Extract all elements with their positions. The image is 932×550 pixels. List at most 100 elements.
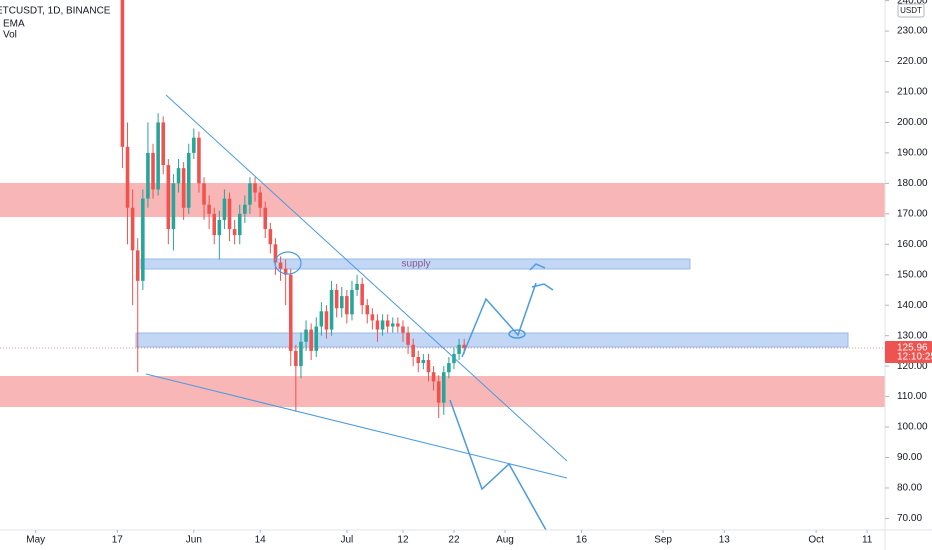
candle-body (421, 360, 426, 364)
circle-mark (508, 329, 526, 339)
trend-line (165, 94, 568, 462)
candle-body (197, 137, 201, 184)
chart-title: ETCUSDT, 1D, BINANCE (0, 6, 111, 17)
candle-body (334, 289, 339, 309)
candle-body (232, 229, 237, 236)
candle-body (294, 350, 298, 367)
candle-body (457, 344, 461, 354)
candle-body (385, 320, 390, 327)
candle-body (350, 289, 354, 315)
x-tick-label: Aug (496, 535, 514, 546)
trend-lines (145, 94, 568, 531)
x-tick-label: 16 (576, 535, 588, 546)
indicator-label: EMA (3, 19, 25, 30)
path-sketch (461, 282, 537, 358)
candle-body (237, 213, 242, 236)
x-tick-label: Sep (654, 535, 672, 546)
candle-body (268, 229, 273, 245)
y-tick-label: 200.00 (897, 117, 928, 128)
y-tick-label: 170.00 (897, 208, 928, 219)
candle-body (380, 320, 385, 330)
candle-body (202, 183, 206, 205)
y-tick-label: 140.00 (897, 300, 928, 311)
candle-body (288, 274, 293, 351)
candle-body (156, 122, 160, 190)
candle-body (319, 311, 324, 327)
candle-body (146, 152, 150, 199)
candle-body (130, 207, 135, 251)
x-tick-label: 17 (112, 535, 124, 546)
y-tick-label: 150.00 (897, 269, 928, 280)
candle-body (248, 183, 252, 205)
candle-body (258, 192, 262, 208)
demand-zone (135, 332, 849, 348)
candle-body (141, 198, 145, 281)
candle-body (365, 305, 370, 315)
candle-body (436, 381, 441, 403)
x-tick-label: 13 (719, 535, 731, 546)
candle-body (273, 244, 278, 263)
last-price-label: 125.96 (897, 343, 928, 354)
candle-body (278, 262, 283, 269)
x-tick-label: 11 (862, 535, 873, 546)
supply-zone (140, 258, 691, 270)
candle-body (120, 0, 125, 147)
candle-body (390, 323, 395, 327)
candle-body (212, 213, 217, 236)
candle-body (283, 268, 288, 275)
y-tick-label: 120.00 (897, 361, 928, 372)
candle-body (309, 329, 313, 351)
y-tick-label: 130.00 (897, 330, 928, 341)
candle-body (329, 289, 334, 330)
candle-body (406, 332, 410, 345)
indicator-label: Vol (3, 30, 17, 41)
y-tick-label: 90.00 (897, 452, 922, 463)
x-tick-label: 14 (255, 535, 267, 546)
candle-body (416, 356, 421, 364)
candle-body (171, 183, 176, 230)
y-tick-label: 80.00 (897, 483, 922, 494)
candle-body (447, 363, 451, 373)
y-tick-label: 110.00 (897, 391, 927, 402)
candle-body (304, 329, 308, 342)
path-sketch (449, 399, 547, 531)
candle-body (411, 344, 415, 357)
candle-body (375, 320, 380, 330)
unit-label: USDT (900, 6, 922, 15)
candle-body (360, 283, 364, 306)
x-tick-label: Jun (186, 535, 202, 546)
y-tick-label: 100.00 (897, 422, 928, 433)
y-tick-label: 230.00 (897, 26, 928, 37)
candle-body (299, 341, 303, 367)
arrow-head (529, 263, 546, 271)
candle-body (151, 152, 155, 190)
trend-line (145, 373, 568, 479)
x-tick-label: 22 (448, 535, 460, 546)
y-tick-label: 220.00 (897, 56, 928, 67)
candle-body (217, 219, 222, 236)
candle-body (125, 146, 130, 208)
candle-body (207, 204, 211, 214)
circle-mark (274, 251, 302, 275)
candle-body (192, 137, 196, 153)
candle-body (176, 168, 181, 184)
candle-body (396, 323, 400, 327)
candle-body (441, 372, 446, 403)
candle-body (370, 314, 375, 321)
candle-body (426, 360, 431, 373)
candle-body (135, 250, 140, 281)
x-tick-label: 12 (397, 535, 409, 546)
candle-body (345, 296, 349, 315)
unit-box (897, 3, 925, 18)
candle-body (161, 122, 166, 166)
last-price-box (885, 340, 932, 363)
x-tick-label: Jul (340, 535, 353, 546)
x-tick-label: May (26, 535, 45, 546)
candle-body (166, 165, 171, 230)
candle-body (355, 283, 359, 290)
candle-body (253, 183, 257, 193)
candle-body (181, 168, 186, 208)
y-tick-label: 70.00 (897, 513, 922, 524)
